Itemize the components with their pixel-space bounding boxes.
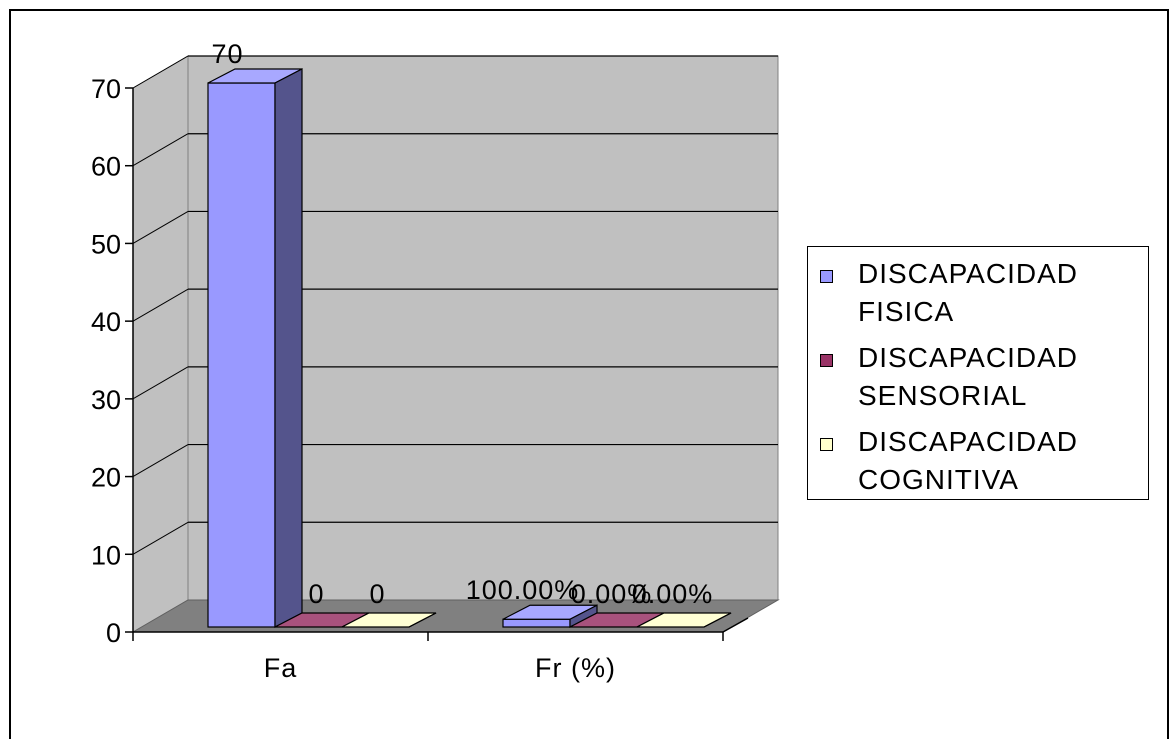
legend-label-cognitiva: DISCAPACIDAD COGNITIVA <box>858 426 1078 495</box>
gridline-side <box>132 210 189 244</box>
data-label-cognitiva: 0 <box>369 579 385 609</box>
gridline-side <box>132 444 189 478</box>
y-tick-label: 60 <box>91 152 121 182</box>
y-tick-label: 20 <box>91 463 121 493</box>
y-tick-label: 0 <box>106 618 121 648</box>
legend-label-fisica: DISCAPACIDAD FISICA <box>858 258 1078 327</box>
x-tick-label: Fa <box>264 653 298 683</box>
x-axis-depth <box>722 617 749 633</box>
bar-front-fisica <box>207 82 276 628</box>
legend-swatch-cognitiva <box>820 438 833 451</box>
bar-front-fisica <box>502 618 571 628</box>
x-tick-label: Fr (%) <box>535 653 616 683</box>
bar-side-fisica <box>274 68 303 628</box>
y-tick-label: 30 <box>91 385 121 415</box>
data-label-fisica: 100.00% <box>466 575 580 605</box>
bar-side-cognitiva <box>408 612 437 628</box>
y-tick-label: 40 <box>91 307 121 337</box>
gridline-side <box>132 366 189 400</box>
data-label-sensorial: 0.00% <box>571 579 653 609</box>
gridline-side <box>132 288 189 322</box>
bar-side-cognitiva <box>703 612 732 628</box>
legend-swatch-fisica <box>820 270 833 283</box>
legend-swatch-sensorial <box>820 354 833 367</box>
gridline-side <box>132 521 189 555</box>
data-label-fisica: 70 <box>211 39 243 69</box>
data-label-sensorial: 0 <box>308 579 324 609</box>
legend-label-sensorial: DISCAPACIDAD SENSORIAL <box>858 342 1078 411</box>
legend: DISCAPACIDAD FISICA DISCAPACIDAD SENSORIAL… <box>807 246 1149 500</box>
gridline-side <box>132 55 189 89</box>
gridline-side <box>132 133 189 167</box>
chart-frame <box>9 9 1169 739</box>
y-tick-label: 10 <box>91 540 121 570</box>
data-label-cognitiva: 0.00% <box>632 579 714 609</box>
side-wall <box>132 55 189 633</box>
y-tick-label: 50 <box>91 229 121 259</box>
y-tick-label: 70 <box>91 74 121 104</box>
